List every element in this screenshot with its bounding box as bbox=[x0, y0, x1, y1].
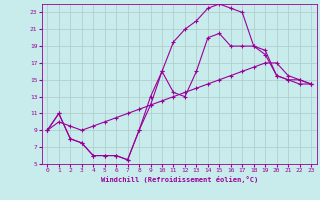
X-axis label: Windchill (Refroidissement éolien,°C): Windchill (Refroidissement éolien,°C) bbox=[100, 176, 258, 183]
